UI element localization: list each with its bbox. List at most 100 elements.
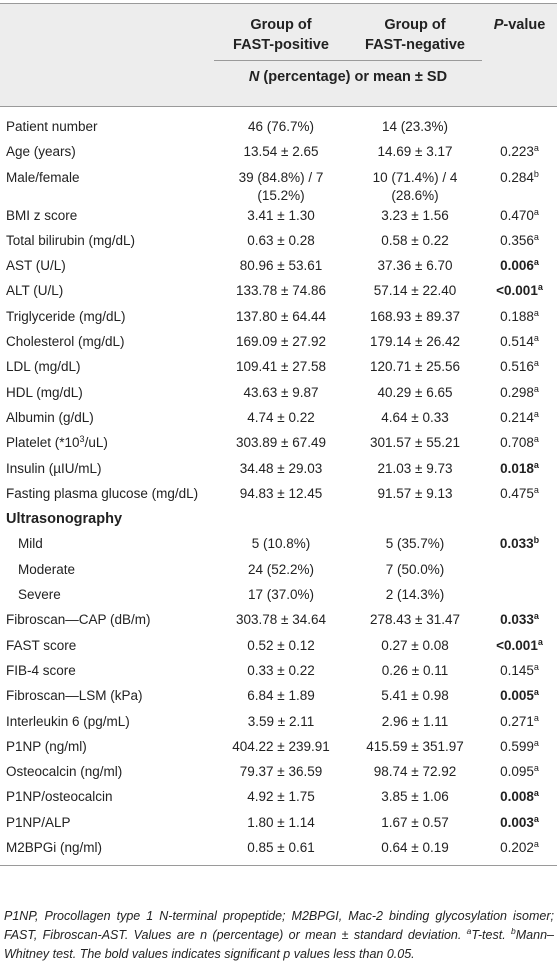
table-row: HDL (mg/dL) 43.63 ± 9.87 40.29 ± 6.65 0.298… (0, 381, 557, 406)
p-value-test-marker: a (537, 636, 543, 647)
p-value: 0.006a (482, 257, 557, 274)
row-label: BMI z score (6, 207, 78, 223)
table-row: Cholesterol (mg/dL) 169.09 ± 27.92 179.14 … (0, 330, 557, 355)
header-group-negative-line2: FAST-negative (365, 37, 465, 53)
header-group-negative: Group of FAST-negative (348, 15, 482, 55)
table-footnote: P1NP, Procollagen type 1 N-terminal prop… (4, 907, 554, 964)
fast-positive-value: 0.63 ± 0.28 (247, 232, 315, 248)
table-row: Insulin (µIU/mL) 34.48 ± 29.03 21.03 ± 9.7… (0, 457, 557, 482)
p-value: 0.475a (482, 485, 557, 501)
fast-positive-value: 13.54 ± 2.65 (243, 144, 319, 160)
p-value: 0.188a (482, 307, 557, 324)
table-row: Fasting plasma glucose (mg/dL) 94.83 ± 12… (0, 482, 557, 507)
row-label-superscript: 3 (79, 434, 85, 445)
p-value-test-marker: a (533, 358, 539, 369)
row-label: Age (years) (6, 144, 76, 160)
p-value-test-marker: a (533, 257, 539, 268)
header-pvalue: P-value (482, 15, 557, 35)
table-header-rule (0, 106, 557, 107)
table-row: Mild 5 (10.8%) 5 (35.7%) 0.033b (0, 532, 557, 557)
row-label: P1NP/osteocalcin (6, 789, 113, 805)
fast-positive-value: 46 (76.7%) (247, 119, 315, 134)
p-value-number: 0.214 (500, 409, 534, 425)
table-row: AST (U/L) 80.96 ± 53.61 37.36 ± 6.70 0.006a (0, 254, 557, 279)
fast-positive-value: 404.22 ± 239.91 (232, 738, 330, 754)
p-value-number: 0.095 (500, 764, 534, 780)
p-value-number: 0.223 (500, 144, 534, 160)
row-label: Mild (18, 536, 43, 552)
fast-positive-value: 1.80 ± 1.14 (247, 814, 315, 830)
p-value-test-marker: a (533, 408, 539, 419)
row-label: Moderate (18, 561, 76, 577)
fast-positive-value: 4.74 ± 0.22 (247, 409, 315, 425)
fast-positive-value: 169.09 ± 27.92 (236, 334, 326, 350)
header-sub-rule (214, 60, 482, 61)
fast-negative-value: 0.58 ± 0.22 (381, 232, 449, 248)
table-row: M2BPGi (ng/ml) 0.85 ± 0.61 0.64 ± 0.19 0.20… (0, 836, 557, 861)
fast-negative-value: 1.67 ± 0.57 (381, 814, 449, 830)
table-row: Platelet (*103/uL) 303.89 ± 67.49 301.57 ±… (0, 431, 557, 456)
header-pvalue-italic: P (493, 17, 504, 33)
p-value-number: 0.475 (500, 485, 534, 501)
p-value-test-marker: a (533, 813, 539, 824)
fast-negative-value: 278.43 ± 31.47 (370, 612, 460, 628)
p-value-number: 0.202 (500, 840, 534, 856)
header-group-negative-line1: Group of (384, 17, 446, 33)
fast-positive-value: 0.52 ± 0.12 (247, 637, 315, 653)
table-row: Moderate 24 (52.2%) 7 (50.0%) (0, 558, 557, 583)
table-row: FAST score 0.52 ± 0.12 0.27 ± 0.08 <0.001a (0, 634, 557, 659)
fast-negative-value: 40.29 ± 6.65 (377, 384, 453, 400)
header-subheader: N (percentage) or mean ± SD (214, 69, 482, 85)
fast-positive-value: 6.84 ± 1.89 (247, 688, 315, 704)
p-value: 0.298a (482, 384, 557, 400)
table-row: Fibroscan—LSM (kPa) 6.84 ± 1.89 5.41 ± 0.9… (0, 684, 557, 709)
p-value-number: 0.470 (500, 207, 534, 223)
p-value-test-marker: a (533, 661, 539, 672)
p-value-test-marker: a (533, 737, 539, 748)
table-row: P1NP (ng/ml) 404.22 ± 239.91 415.59 ± 351.… (0, 735, 557, 760)
row-label: Insulin (µIU/mL) (6, 460, 102, 476)
p-value-test-marker: a (533, 611, 539, 622)
fast-positive-value: 24 (52.2%) (247, 561, 315, 577)
row-label: LDL (mg/dL) (6, 359, 81, 375)
row-label: AST (U/L) (6, 258, 66, 274)
fast-negative-value: 120.71 ± 25.56 (370, 359, 460, 375)
fast-negative-value: 2.96 ± 1.11 (381, 713, 449, 729)
fast-negative-value: 57.14 ± 22.40 (373, 283, 457, 299)
row-label-text: Platelet (*10 (6, 435, 80, 451)
fast-positive-value: 0.85 ± 0.61 (247, 840, 315, 856)
p-value: <0.001a (482, 283, 557, 299)
p-value-number: 0.005 (500, 688, 534, 704)
results-table: Group of FAST-positive Group of FAST-neg… (0, 3, 557, 867)
p-value-test-marker: a (533, 763, 539, 774)
fast-negative-value: 14 (23.3%) (381, 119, 449, 134)
p-value: 0.005a (482, 688, 557, 704)
p-value: 0.470a (482, 207, 557, 223)
fast-positive-value: 5 (10.8%) (251, 536, 311, 552)
fast-negative-value: 3.85 ± 1.06 (381, 789, 449, 805)
table-row: Osteocalcin (ng/ml) 79.37 ± 36.59 98.74 ± … (0, 760, 557, 785)
table-row: FIB-4 score 0.33 ± 0.22 0.26 ± 0.11 0.145a (0, 659, 557, 684)
row-label: Total bilirubin (mg/dL) (6, 232, 136, 248)
p-value: 0.018a (482, 460, 557, 476)
p-value: 0.095a (482, 763, 557, 780)
table-body: Patient number 46 (76.7%) 14 (23.3%) Age (y… (0, 107, 557, 861)
fast-positive-value: 34.48 ± 29.03 (239, 460, 323, 476)
p-value: 0.033b (482, 536, 557, 552)
p-value: 0.271a (482, 713, 557, 729)
p-value-test-marker: a (533, 307, 539, 318)
fast-negative-value: 98.74 ± 72.92 (373, 764, 457, 780)
fast-negative-value: 10 (71.4%) / 4 (28.6%) (372, 169, 458, 203)
p-value-number: 0.008 (500, 789, 534, 805)
table-row: BMI z score 3.41 ± 1.30 3.23 ± 1.56 0.470a (0, 204, 557, 229)
table-row: Age (years) 13.54 ± 2.65 14.69 ± 3.17 0.223… (0, 140, 557, 165)
section-row: Ultrasonography (0, 507, 557, 532)
table-row: Patient number 46 (76.7%) 14 (23.3%) (0, 115, 557, 140)
fast-positive-value: 39 (84.8%) / 7 (15.2%) (238, 169, 324, 203)
p-value-test-marker: a (533, 143, 539, 154)
fast-negative-value: 5 (35.7%) (385, 536, 445, 552)
p-value-number: 0.298 (500, 384, 534, 400)
fast-positive-value: 3.41 ± 1.30 (247, 207, 315, 223)
footnote-sup-a: a (466, 926, 472, 936)
row-label: Cholesterol (mg/dL) (6, 334, 125, 350)
